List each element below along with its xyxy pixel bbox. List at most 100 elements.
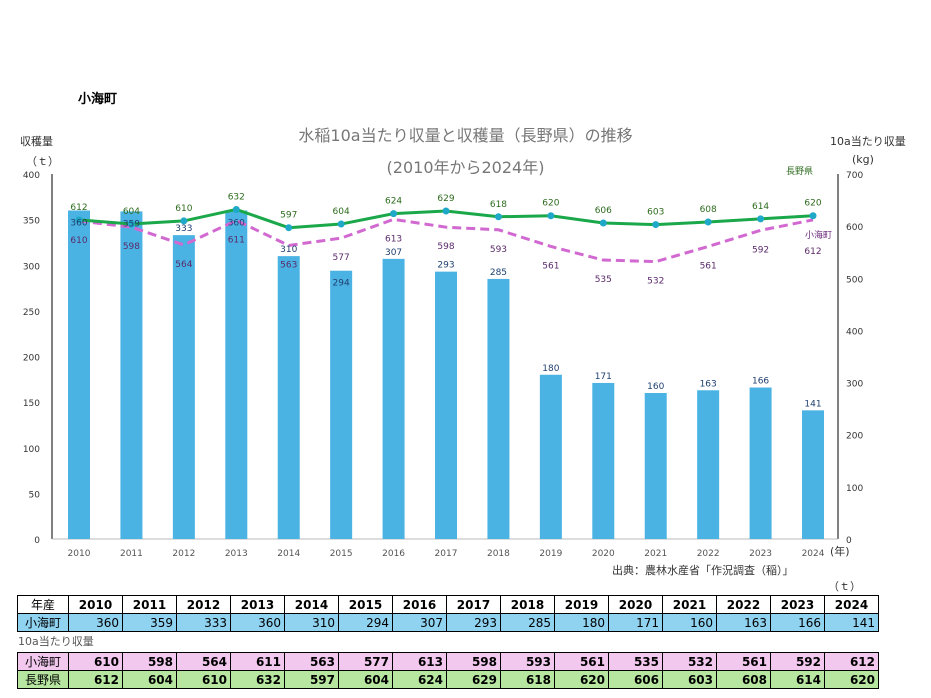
x-tick-label: 2010 xyxy=(68,549,91,559)
koumi-label: 563 xyxy=(280,260,297,270)
right-tick-label: 100 xyxy=(846,484,863,494)
left-axis-unit: （ｔ） xyxy=(26,155,59,168)
koumi-label: 561 xyxy=(700,261,717,271)
x-tick-label: 2013 xyxy=(225,549,248,559)
chart-subtitle: (2010年から2024年) xyxy=(386,158,545,177)
bar-label: 285 xyxy=(490,268,507,278)
table-cell: 285 xyxy=(500,613,555,632)
table-cell: 307 xyxy=(392,613,447,632)
table-cell: 2010 xyxy=(68,595,123,614)
nagano-label: 606 xyxy=(595,206,612,216)
right-tick-label: 700 xyxy=(846,171,863,181)
town-title: 小海町 xyxy=(78,92,118,107)
table-cell: 293 xyxy=(446,613,501,632)
koumi-yield-line xyxy=(78,217,814,264)
table-cell: 606 xyxy=(608,670,663,689)
koumi-label: 577 xyxy=(333,253,350,263)
harvest-row: 小海町 360 359 333 360 310 294 307 293 285 180 171 160 1… xyxy=(17,613,879,632)
table-cell: 359 xyxy=(122,613,177,632)
table-cell: 604 xyxy=(122,670,177,689)
nagano-label: 618 xyxy=(490,200,507,210)
nagano-label: 624 xyxy=(385,197,402,207)
table-cell: 629 xyxy=(446,670,501,689)
bar xyxy=(172,235,195,539)
koumi-label: 592 xyxy=(752,245,769,255)
row-label: 小海町 xyxy=(17,652,69,671)
bar-label: 360 xyxy=(228,219,245,229)
table-cell: 593 xyxy=(500,652,555,671)
koumi-label: 610 xyxy=(70,236,87,246)
left-tick-label: 400 xyxy=(23,171,40,181)
nagano-label: 604 xyxy=(333,207,350,217)
table-unit: （ｔ） xyxy=(828,580,861,593)
left-tick-label: 250 xyxy=(23,308,40,318)
row-label: 小海町 xyxy=(17,613,69,632)
yield-table: 小海町 610 598 564 611 563 577 613 598 593 561 535 532 5… xyxy=(17,652,879,689)
table-cell: 360 xyxy=(230,613,285,632)
harvest-table: 年産 2010 2011 2012 2013 2014 2015 2016 2017 2018 20… xyxy=(17,595,879,632)
x-tick-label: 2018 xyxy=(487,549,510,559)
koumi-label: 598 xyxy=(123,242,140,252)
table-cell: 561 xyxy=(716,652,771,671)
table-cell: 2022 xyxy=(716,595,771,614)
table-cell: 614 xyxy=(770,670,825,689)
nagano-point xyxy=(599,219,607,227)
table-cell: 532 xyxy=(662,652,717,671)
table-cell: 598 xyxy=(446,652,501,671)
nagano-point xyxy=(285,224,293,232)
row-label: 年産 xyxy=(17,595,69,614)
x-tick-label: 2017 xyxy=(435,549,458,559)
bar xyxy=(697,390,720,539)
table-cell: 561 xyxy=(554,652,609,671)
left-tick-label: 350 xyxy=(23,217,40,227)
koumi-label: 613 xyxy=(385,234,402,244)
x-tick-label: 2022 xyxy=(697,549,720,559)
table-cell: 360 xyxy=(68,613,123,632)
table-cell: 2016 xyxy=(392,595,447,614)
koumi-label: 612 xyxy=(804,247,821,257)
nagano-label: 597 xyxy=(280,211,297,221)
table-cell: 620 xyxy=(554,670,609,689)
nagano-point xyxy=(704,218,712,226)
table-cell: 612 xyxy=(68,670,123,689)
table-cell: 160 xyxy=(662,613,717,632)
table-cell: 2017 xyxy=(446,595,501,614)
bar xyxy=(382,258,405,539)
table-cell: 592 xyxy=(770,652,825,671)
table-cell: 604 xyxy=(338,670,393,689)
nagano-label: 610 xyxy=(175,204,192,214)
table-cell: 171 xyxy=(608,613,663,632)
bar xyxy=(68,210,90,539)
table-cell: 611 xyxy=(230,652,285,671)
legend-koumi: 小海町 xyxy=(805,229,832,241)
x-tick-label: 2014 xyxy=(277,549,300,559)
bar-label: 166 xyxy=(752,377,769,387)
bar-label: 360 xyxy=(70,219,87,229)
row-label: 長野県 xyxy=(17,670,69,689)
bar xyxy=(802,410,825,539)
table-cell: 2018 xyxy=(500,595,555,614)
table-cell: 598 xyxy=(122,652,177,671)
koumi-label: 611 xyxy=(228,235,245,245)
nagano-label: 604 xyxy=(123,207,140,217)
header-row: 年産 2010 2011 2012 2013 2014 2015 2016 2017 2018 20… xyxy=(17,595,879,614)
table-cell: 577 xyxy=(338,652,393,671)
x-tick-label: 2024 xyxy=(802,549,825,559)
bar xyxy=(592,382,615,539)
koumi-label: 532 xyxy=(647,277,664,287)
nagano-label: 612 xyxy=(70,203,87,213)
nagano-point xyxy=(390,210,398,218)
table-cell: 632 xyxy=(230,670,285,689)
table-cell: 2023 xyxy=(770,595,825,614)
table-cell: 563 xyxy=(284,652,339,671)
bar-label: 307 xyxy=(385,248,402,258)
bar-label: 359 xyxy=(123,219,140,229)
nagano-point xyxy=(337,220,345,228)
nagano-label: 620 xyxy=(542,199,559,209)
table-cell: 2024 xyxy=(824,595,879,614)
koumi-label: 598 xyxy=(437,242,454,252)
left-tick-label: 100 xyxy=(23,445,40,455)
right-tick-label: 400 xyxy=(846,327,863,337)
source-note: 出典：農林水産省「作況調査（稲）」 xyxy=(612,564,794,577)
